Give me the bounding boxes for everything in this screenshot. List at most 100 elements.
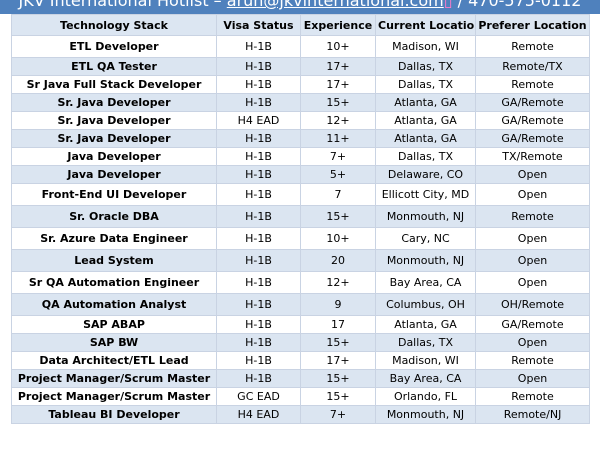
- cell-preferred-location: Remote: [475, 35, 590, 58]
- table-row: ETL Developer H-1B 10+ Madison, WI Remote: [11, 35, 590, 58]
- cell-preferred-location: Remote/NJ: [475, 405, 590, 424]
- cell-preferred-location: GA/Remote: [475, 129, 590, 148]
- title-suffix: / 470-575-0112: [452, 0, 582, 10]
- cell-technology: Data Architect/ETL Lead: [11, 351, 217, 370]
- cell-preferred-location: Open: [475, 249, 590, 272]
- cell-experience: 20: [300, 249, 376, 272]
- cell-technology: SAP BW: [11, 333, 217, 352]
- title-prefix: JKV International Hotlist –: [18, 0, 227, 10]
- table-row: Sr. Java Developer H-1B 11+ Atlanta, GA GA/R…: [11, 129, 590, 148]
- cursor-icon: ▯: [443, 0, 453, 10]
- cell-technology: ETL Developer: [11, 35, 217, 58]
- cell-preferred-location: TX/Remote: [475, 147, 590, 166]
- column-header-preferred-location: Preferer Location: [475, 14, 590, 36]
- cell-preferred-location: GA/Remote: [475, 315, 590, 334]
- table-row: Sr Java Full Stack Developer H-1B 17+ Dalla…: [11, 75, 590, 94]
- table-row: Sr. Oracle DBA H-1B 15+ Monmouth, NJ Remote: [11, 205, 590, 228]
- cell-experience: 15+: [300, 387, 376, 406]
- cell-visa-status: H-1B: [216, 129, 301, 148]
- cell-current-location: Dallas, TX: [375, 147, 476, 166]
- cell-preferred-location: Remote: [475, 75, 590, 94]
- cell-technology: Tableau BI Developer: [11, 405, 217, 424]
- cell-experience: 17+: [300, 351, 376, 370]
- table-row: Sr. Azure Data Engineer H-1B 10+ Cary, NC Op…: [11, 227, 590, 250]
- cell-preferred-location: GA/Remote: [475, 93, 590, 112]
- cell-technology: Project Manager/Scrum Master: [11, 369, 217, 388]
- table-row: Front-End UI Developer H-1B 7 Ellicott City…: [11, 183, 590, 206]
- table-row: Sr. Java Developer H-1B 15+ Atlanta, GA GA/R…: [11, 93, 590, 112]
- cell-experience: 9: [300, 293, 376, 316]
- cell-visa-status: H-1B: [216, 369, 301, 388]
- table-row: ETL QA Tester H-1B 17+ Dallas, TX Remote/TX: [11, 57, 590, 76]
- cell-experience: 15+: [300, 369, 376, 388]
- cell-preferred-location: Open: [475, 227, 590, 250]
- cell-experience: 10+: [300, 227, 376, 250]
- cell-visa-status: H-1B: [216, 57, 301, 76]
- column-header-current-location: Current Location: [375, 14, 476, 36]
- cell-experience: 5+: [300, 165, 376, 184]
- table-header-row: Technology Stack Visa Status Experience …: [11, 14, 590, 36]
- table-row: Tableau BI Developer H4 EAD 7+ Monmouth, NJ…: [11, 405, 590, 424]
- cell-preferred-location: Remote: [475, 387, 590, 406]
- cell-experience: 10+: [300, 35, 376, 58]
- cell-experience: 7+: [300, 405, 376, 424]
- table-row: QA Automation Analyst H-1B 9 Columbus, OH OH…: [11, 293, 590, 316]
- table-row: SAP ABAP H-1B 17 Atlanta, GA GA/Remote: [11, 315, 590, 334]
- table-row: SAP BW H-1B 15+ Dallas, TX Open: [11, 333, 590, 352]
- table-row: Sr QA Automation Engineer H-1B 12+ Bay Area…: [11, 271, 590, 294]
- cell-preferred-location: Open: [475, 271, 590, 294]
- cell-visa-status: H-1B: [216, 293, 301, 316]
- column-header-visa: Visa Status: [216, 14, 301, 36]
- cell-technology: Java Developer: [11, 147, 217, 166]
- cell-current-location: Atlanta, GA: [375, 93, 476, 112]
- cell-current-location: Dallas, TX: [375, 75, 476, 94]
- table-row: Project Manager/Scrum Master H-1B 15+ Bay A…: [11, 369, 590, 388]
- cell-visa-status: H-1B: [216, 315, 301, 334]
- cell-current-location: Atlanta, GA: [375, 129, 476, 148]
- cell-preferred-location: Open: [475, 369, 590, 388]
- cell-current-location: Atlanta, GA: [375, 111, 476, 130]
- cell-visa-status: H-1B: [216, 75, 301, 94]
- cell-current-location: Monmouth, NJ: [375, 249, 476, 272]
- page-title: JKV International Hotlist – arun@jkvinte…: [0, 0, 600, 11]
- cell-preferred-location: Remote: [475, 205, 590, 228]
- cell-current-location: Bay Area, CA: [375, 369, 476, 388]
- cell-technology: Sr. Oracle DBA: [11, 205, 217, 228]
- cell-technology: QA Automation Analyst: [11, 293, 217, 316]
- cell-technology: Sr. Java Developer: [11, 129, 217, 148]
- cell-technology: Lead System: [11, 249, 217, 272]
- email-link[interactable]: arun@jkvinternational.com: [226, 0, 444, 10]
- cell-visa-status: H4 EAD: [216, 405, 301, 424]
- cell-current-location: Columbus, OH: [375, 293, 476, 316]
- cell-experience: 12+: [300, 271, 376, 294]
- table-row: Java Developer H-1B 5+ Delaware, CO Open: [11, 165, 590, 184]
- cell-current-location: Monmouth, NJ: [375, 205, 476, 228]
- cell-technology: Sr Java Full Stack Developer: [11, 75, 217, 94]
- cell-current-location: Ellicott City, MD: [375, 183, 476, 206]
- cell-visa-status: GC EAD: [216, 387, 301, 406]
- cell-current-location: Atlanta, GA: [375, 315, 476, 334]
- cell-preferred-location: Remote: [475, 351, 590, 370]
- cell-technology: SAP ABAP: [11, 315, 217, 334]
- cell-preferred-location: Remote/TX: [475, 57, 590, 76]
- cell-visa-status: H-1B: [216, 351, 301, 370]
- cell-current-location: Delaware, CO: [375, 165, 476, 184]
- cell-preferred-location: OH/Remote: [475, 293, 590, 316]
- cell-current-location: Madison, WI: [375, 351, 476, 370]
- cell-current-location: Orlando, FL: [375, 387, 476, 406]
- cell-technology: Sr. Java Developer: [11, 111, 217, 130]
- cell-visa-status: H-1B: [216, 165, 301, 184]
- cell-technology: Java Developer: [11, 165, 217, 184]
- cell-visa-status: H-1B: [216, 227, 301, 250]
- cell-visa-status: H-1B: [216, 205, 301, 228]
- cell-visa-status: H-1B: [216, 333, 301, 352]
- cell-current-location: Monmouth, NJ: [375, 405, 476, 424]
- cell-preferred-location: Open: [475, 183, 590, 206]
- column-header-technology: Technology Stack: [11, 14, 217, 36]
- cell-experience: 7+: [300, 147, 376, 166]
- cell-current-location: Dallas, TX: [375, 57, 476, 76]
- cell-preferred-location: Open: [475, 333, 590, 352]
- cell-experience: 15+: [300, 333, 376, 352]
- cell-current-location: Madison, WI: [375, 35, 476, 58]
- table-body: ETL Developer H-1B 10+ Madison, WI Remote ETL…: [11, 35, 590, 424]
